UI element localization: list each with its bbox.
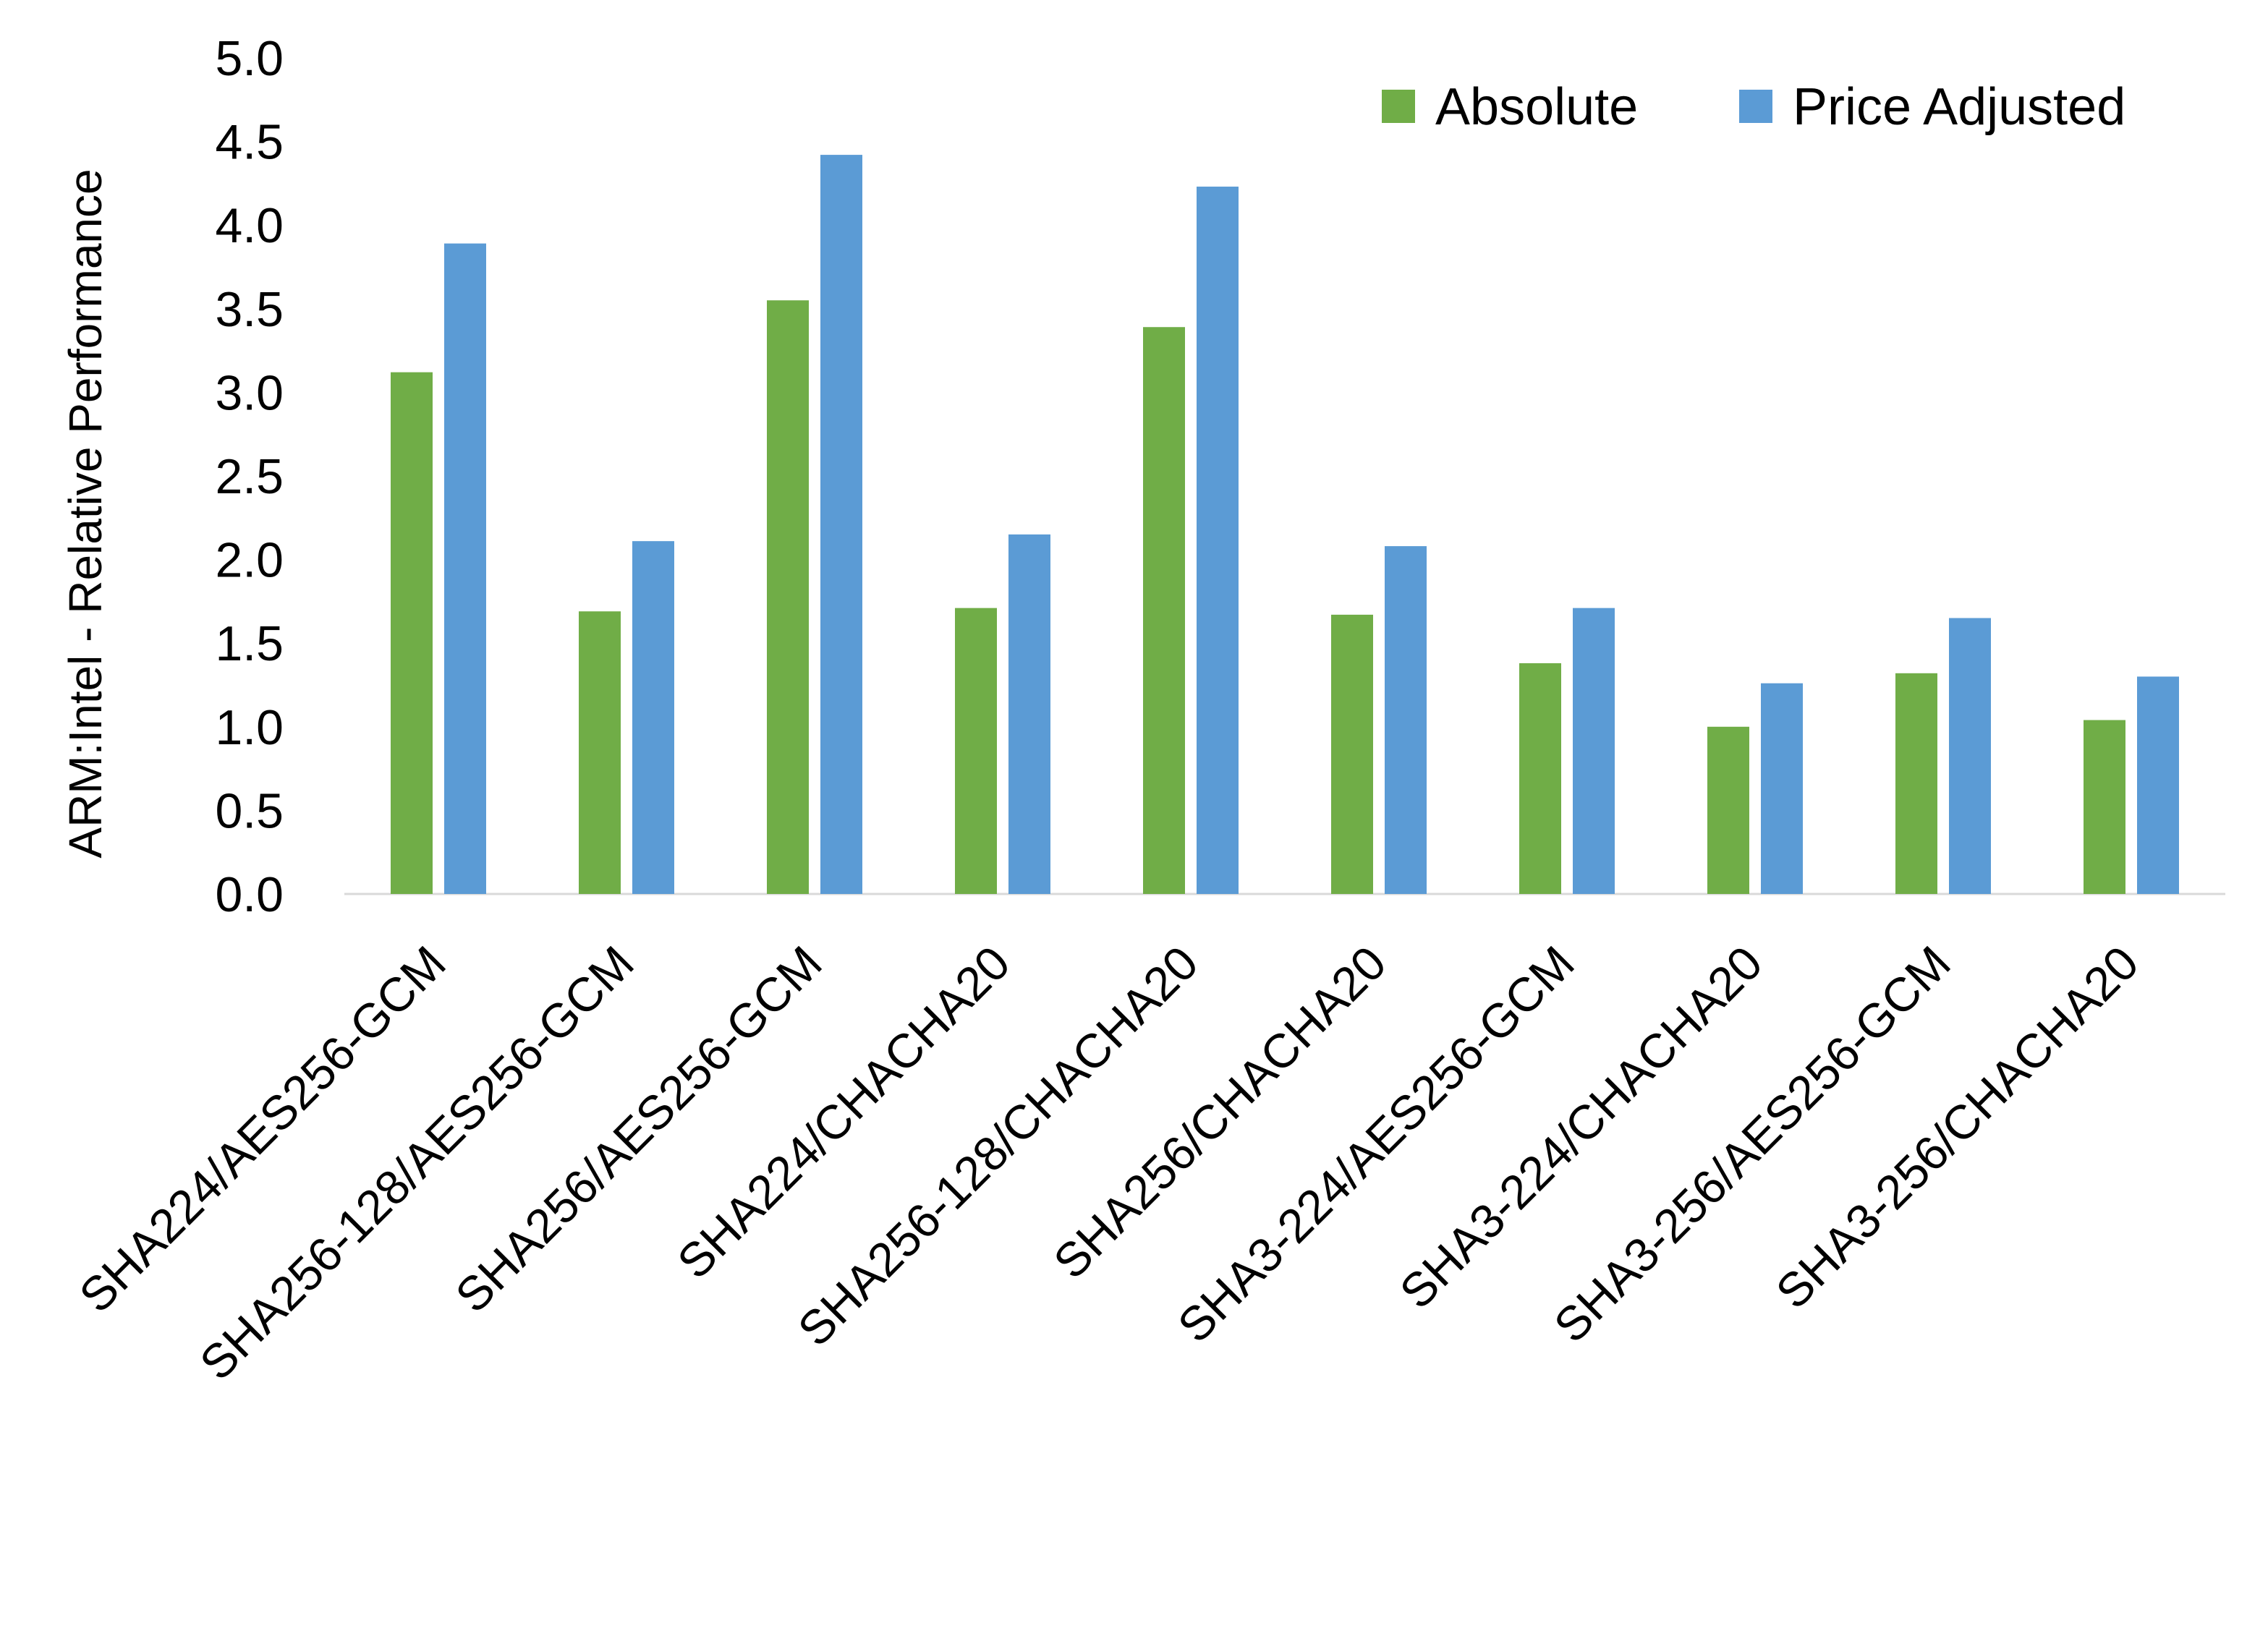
bar-absolute [1895,673,1937,894]
x-tick-label: SHA224/CHACHA20 [667,936,1020,1289]
y-tick-label: 3.5 [215,282,284,337]
bar-price-adjusted [2137,676,2179,894]
y-tick-label: 2.5 [215,449,284,504]
y-tick-label: 3.0 [215,365,284,420]
legend-label-absolute: Absolute [1435,78,1638,136]
bar-absolute [1143,327,1185,894]
bar-price-adjusted [1761,683,1803,894]
bar-absolute [1331,614,1373,894]
y-axis-title: ARM:Intel - Relative Performance [59,169,111,858]
bar-price-adjusted [1197,187,1239,894]
bar-absolute [579,611,621,894]
bar-price-adjusted [820,155,862,894]
y-tick-label: 1.0 [215,700,284,755]
y-tick-label: 4.0 [215,198,284,253]
y-tick-label: 0.0 [215,867,284,922]
x-tick-label: SHA3-224/CHACHA20 [1389,936,1772,1319]
x-tick-label: SHA224/AES256-GCM [69,936,456,1323]
y-tick-label: 2.0 [215,533,284,588]
y-tick-label: 4.5 [215,115,284,170]
bar-absolute [767,300,809,894]
y-tick-label: 0.5 [215,783,284,838]
legend: Absolute Price Adjusted [1382,78,2125,136]
bar-price-adjusted [1949,618,1991,894]
bar-price-adjusted [1385,546,1427,894]
x-tick-label: SHA256/AES256-GCM [445,936,832,1323]
bar-absolute [1707,726,1749,894]
bar-price-adjusted [444,243,486,895]
x-tick-label: SHA256/CHACHA20 [1043,936,1396,1289]
x-tick-label: SHA3-256/CHACHA20 [1765,936,2149,1319]
bar-absolute [2084,720,2125,894]
x-tick-label: SHA3-224/AES256-GCM [1168,936,1584,1353]
x-tick-label: SHA256-128/CHACHA20 [787,936,1208,1357]
y-tick-label: 1.5 [215,616,284,671]
bar-absolute [1519,663,1561,894]
y-tick-label: 5.0 [215,31,284,86]
bar-price-adjusted [1573,608,1615,894]
bar-absolute [955,608,997,894]
bar-price-adjusted [1008,534,1050,894]
legend-label-price-adjusted: Price Adjusted [1793,78,2125,136]
legend-swatch-absolute [1382,90,1415,123]
x-tick-label: SHA3-256/AES256-GCM [1544,936,1961,1353]
bar-price-adjusted [632,541,674,894]
bar-absolute [391,372,433,894]
legend-swatch-price-adjusted [1739,90,1772,123]
